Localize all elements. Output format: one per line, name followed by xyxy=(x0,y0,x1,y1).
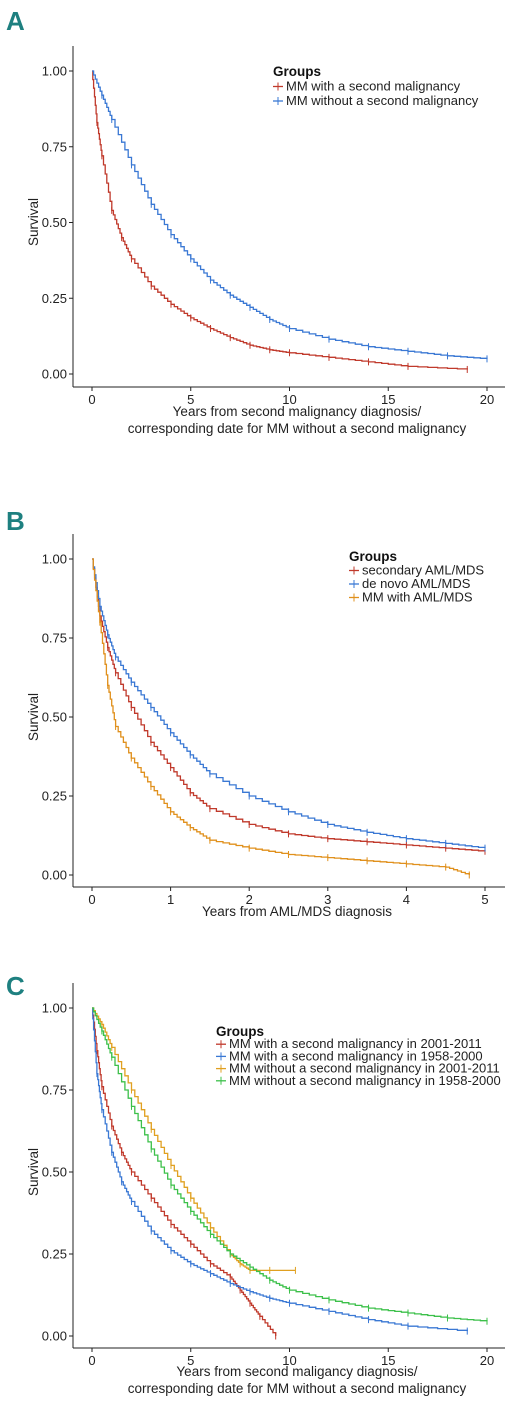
panel-a-y-tick-label: 0.00 xyxy=(42,367,67,382)
panel-a-legend-entry-1: MM with a second malignancy xyxy=(286,79,461,94)
panel-b-series-line-3 xyxy=(92,558,470,875)
panel-b-legend-entry-3: MM with AML/MDS xyxy=(362,590,473,605)
panel-a-series-line-1 xyxy=(92,70,468,370)
panel-b-y-axis-label: Survival xyxy=(26,693,41,741)
panel-c-x-tick-label: 20 xyxy=(480,1353,494,1368)
panel-c-y-tick-label: 0.25 xyxy=(42,1247,67,1262)
panel-b-legend-entry-2: de novo AML/MDS xyxy=(362,576,471,591)
panel-c-legend-entry-3: MM without a second malignancy in 2001-2… xyxy=(229,1061,500,1076)
panel-a-x-axis-label: Years from second malignancy diagnosis/ xyxy=(173,404,422,419)
panel-b-x-tick-label: 5 xyxy=(481,892,488,907)
panel-a-y-axis-label: Survival xyxy=(26,198,41,246)
panel-a-legend-entry-2: MM without a second malignancy xyxy=(286,93,479,108)
panel-c-x-axis-label: Years from second maligancy diagnosis/ xyxy=(176,1364,417,1379)
panel-c: C 0.00 0.25 0.50 0.75 1.00 0 5 10 15 20 Survival Ye… xyxy=(6,971,505,1396)
panel-b-y-tick-label: 0.25 xyxy=(42,789,67,804)
panel-c-x-tick-label: 10 xyxy=(282,1353,296,1368)
panel-a-y-tick-label: 0.25 xyxy=(42,291,67,306)
panel-c-legend-title: Groups xyxy=(216,1024,264,1039)
panel-b-legend-title: Groups xyxy=(349,549,397,564)
panel-b-letter: B xyxy=(6,506,25,536)
panel-b-x-tick-label: 4 xyxy=(403,892,410,907)
panel-c-x-tick-label: 15 xyxy=(381,1353,395,1368)
panel-a-y-tick-label: 0.75 xyxy=(42,139,67,154)
panel-a-x-axis-label: corresponding date for MM without a seco… xyxy=(128,421,467,436)
panel-b-y-tick-label: 1.00 xyxy=(42,552,67,567)
panel-a-series-line-2 xyxy=(92,70,488,359)
panel-c-x-tick-label: 0 xyxy=(88,1353,95,1368)
panel-b-x-axis-label: Years from AML/MDS diagnosis xyxy=(202,904,392,919)
panel-b-y-tick-label: 0.75 xyxy=(42,631,67,646)
panel-b-x-tick-label: 0 xyxy=(88,892,95,907)
panel-b: B 0.00 0.25 0.50 0.75 1.00 0 1 2 3 4 5 Survival Year… xyxy=(6,506,505,919)
panel-c-legend-entry-2: MM with a second malignancy in 1958-2000 xyxy=(229,1048,483,1063)
panel-c-y-tick-label: 0.00 xyxy=(42,1329,67,1344)
panel-a-x-tick-label: 20 xyxy=(480,392,494,407)
panel-c-legend-entry-1: MM with a second malignancy in 2001-2011 xyxy=(229,1036,482,1051)
panel-a-x-tick-label: 5 xyxy=(187,392,194,407)
panel-b-y-tick-label: 0.00 xyxy=(42,868,67,883)
panel-c-y-tick-label: 0.75 xyxy=(42,1083,67,1098)
panel-a-legend-title: Groups xyxy=(273,64,321,79)
panel-b-x-tick-label: 3 xyxy=(324,892,331,907)
panel-c-x-tick-label: 5 xyxy=(187,1353,194,1368)
panel-a-x-tick-label: 0 xyxy=(88,392,95,407)
panel-a-y-tick-label: 0.50 xyxy=(42,215,67,230)
panel-b-y-tick-label: 0.50 xyxy=(42,710,67,725)
panel-c-series-line-2 xyxy=(92,1007,468,1332)
panel-c-y-tick-label: 0.50 xyxy=(42,1165,67,1180)
panel-b-x-tick-label: 2 xyxy=(246,892,253,907)
panel-b-x-tick-label: 1 xyxy=(167,892,174,907)
panel-c-series-line-3 xyxy=(92,1007,296,1272)
panel-a-x-tick-label: 10 xyxy=(282,392,296,407)
panel-c-y-axis-label: Survival xyxy=(26,1148,41,1196)
panel-a-letter: A xyxy=(6,6,25,36)
panel-a-y-tick-label: 1.00 xyxy=(42,64,67,79)
panel-c-y-tick-label: 1.00 xyxy=(42,1001,67,1016)
panel-b-series-line-1 xyxy=(92,558,486,852)
panel-a: A 0.00 0.25 0.50 0.75 1.00 0 5 10 15 20 Survival Ye… xyxy=(6,6,505,436)
panel-a-x-tick-label: 15 xyxy=(381,392,395,407)
panel-b-legend-entry-1: secondary AML/MDS xyxy=(362,563,484,578)
panel-b-series-line-2 xyxy=(92,558,486,849)
panel-c-letter: C xyxy=(6,971,25,1001)
panel-c-x-axis-label: corresponding date for MM without a seco… xyxy=(128,1381,467,1396)
panel-c-legend-entry-4: MM without a second malignancy in 1958-2… xyxy=(229,1073,501,1088)
